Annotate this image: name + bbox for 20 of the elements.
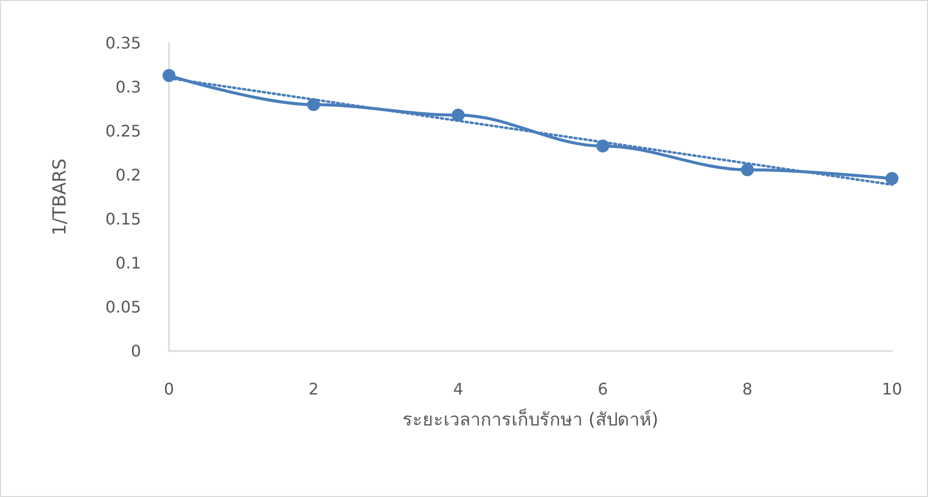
y-tick-label: 0.25 (105, 122, 141, 140)
point (452, 108, 465, 122)
point (886, 172, 898, 186)
x-tick-label: 10 (882, 380, 902, 398)
y-tick-label: 0.15 (105, 210, 141, 228)
y-tick-label: 0.35 (105, 34, 141, 52)
y-tick-label: 0.2 (116, 166, 141, 184)
point (162, 69, 176, 82)
y-axis-title: 1/TBARS (50, 158, 70, 236)
y-tick-label: 0.05 (105, 298, 141, 316)
y-tick-label: 0.1 (116, 254, 141, 272)
x-axis-title: ระยะเวลาการเก็บรักษา (สัปดาห์) (402, 408, 658, 430)
y-tick-label: 0 (130, 342, 141, 360)
x-tick-label: 2 (308, 380, 319, 398)
y-tick-label: 0.3 (116, 78, 141, 96)
x-tick-label: 8 (742, 380, 752, 398)
point (740, 163, 754, 176)
x-tick-label: 6 (598, 380, 608, 398)
x-tick-label: 0 (164, 380, 174, 398)
x-tick-label: 4 (453, 380, 464, 398)
